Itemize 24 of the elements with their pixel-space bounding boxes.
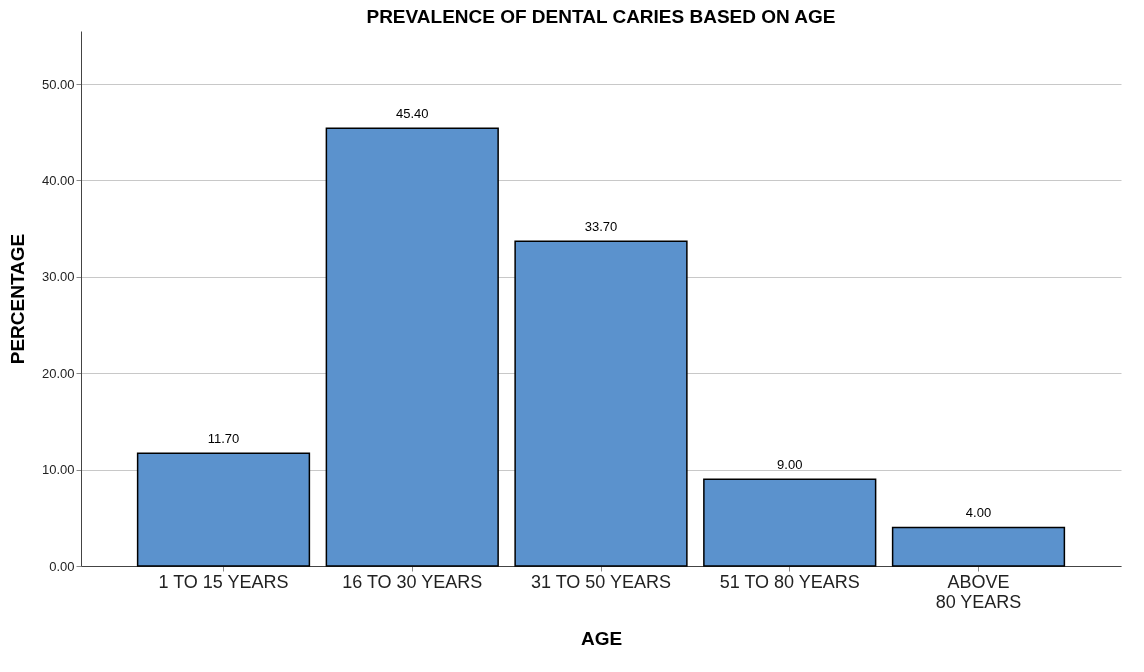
y-tick-label: 20.00	[41, 365, 75, 381]
y-tick-label: 30.00	[41, 269, 75, 285]
bar	[703, 478, 877, 567]
y-tick-label: 0.00	[49, 558, 75, 574]
data-label: 45.40	[395, 106, 429, 122]
y-tick-label: 50.00	[41, 76, 75, 92]
chart-title: PREVALENCE OF DENTAL CARIES BASED ON AGE	[366, 6, 836, 27]
bar	[514, 240, 688, 567]
y-tick-label: 10.00	[41, 462, 75, 478]
x-tick-label: ABOVE 80 YEARS	[935, 571, 1022, 612]
x-tick-label: 51 TO 80 YEARS	[719, 571, 860, 592]
x-tick-label: 31 TO 50 YEARS	[530, 571, 672, 592]
data-label: 4.00	[965, 505, 992, 521]
x-axis-title: AGE	[580, 627, 623, 649]
data-label: 11.70	[207, 431, 240, 447]
bar	[136, 452, 311, 567]
bar	[325, 127, 499, 567]
bar	[891, 526, 1066, 567]
y-axis-title: PERCENTAGE	[6, 233, 28, 365]
data-label: 33.70	[584, 219, 618, 235]
x-tick-label: 1 TO 15 YEARS	[158, 571, 289, 592]
data-label: 9.00	[777, 457, 803, 473]
x-tick-label: 16 TO 30 YEARS	[342, 571, 483, 592]
y-tick-label: 40.00	[41, 172, 75, 188]
